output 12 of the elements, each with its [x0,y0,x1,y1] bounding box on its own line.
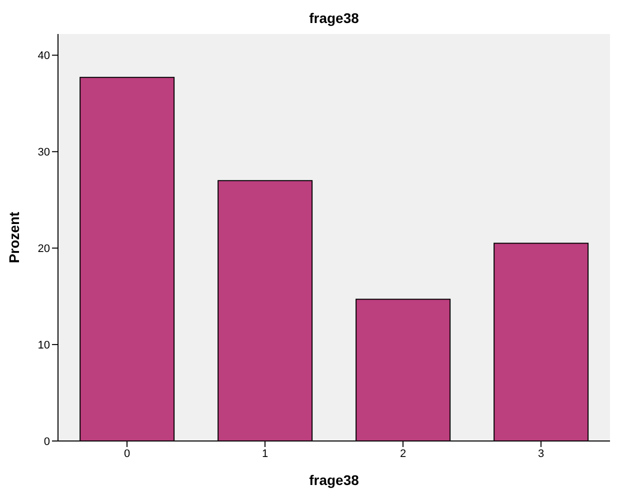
x-tick-label: 1 [262,448,268,460]
y-tick-label: 20 [38,243,50,256]
x-tick-label: 0 [124,448,130,460]
y-axis-title: Prozent [6,211,22,264]
y-tick-label: 30 [38,146,50,159]
x-tick-label: 2 [400,448,406,460]
x-tick-label: 3 [538,448,544,460]
x-axis-title: frage38 [309,472,360,488]
chart-title: frage38 [308,10,360,26]
y-tick-label: 0 [44,436,50,448]
y-tick-label: 40 [38,50,50,62]
y-tick-label: 10 [38,339,50,352]
